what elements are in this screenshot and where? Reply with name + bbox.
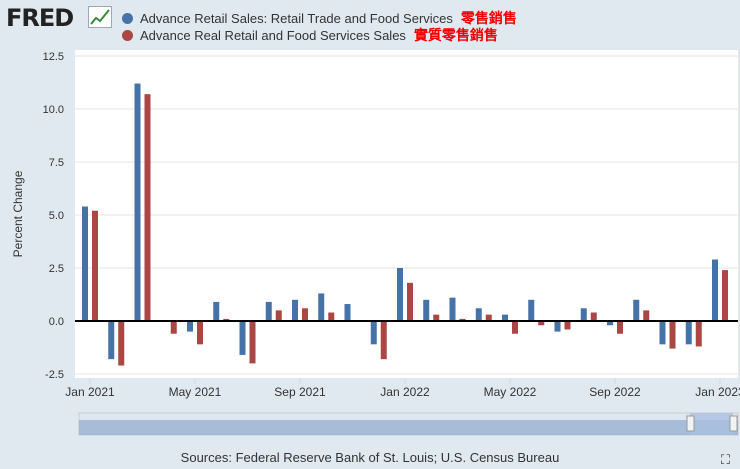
- legend-annotation: 實質零售銷售: [413, 27, 498, 43]
- bar-real: [144, 94, 151, 321]
- expand-icon[interactable]: ⛶: [720, 452, 730, 467]
- fred-logo[interactable]: FRED: [6, 4, 74, 32]
- bar-real: [223, 318, 230, 321]
- bar-nominal: [344, 304, 351, 321]
- legend-annotation: 零售銷售: [460, 10, 517, 26]
- x-tick-label: Jan 2022: [380, 385, 430, 399]
- x-tick-label: Jan 2023: [695, 385, 740, 399]
- legend-item-real[interactable]: Advance Real Retail and Food Services Sa…: [122, 25, 498, 45]
- bar-real: [380, 321, 387, 360]
- legend-marker: [122, 12, 133, 24]
- bar-real: [197, 321, 203, 345]
- bar-nominal: [449, 297, 456, 321]
- bar-real: [643, 310, 650, 321]
- bar-nominal: [712, 259, 718, 321]
- bar-real: [118, 321, 125, 366]
- bar-nominal: [633, 299, 640, 321]
- navigator-handle[interactable]: [686, 415, 695, 432]
- source-note: Sources: Federal Reserve Bank of St. Lou…: [180, 450, 560, 465]
- bar-real: [92, 210, 98, 321]
- bar-real: [538, 321, 545, 326]
- x-tick-label: Sep 2022: [589, 385, 641, 399]
- legend-item-nominal[interactable]: Advance Retail Sales: Retail Trade and F…: [122, 8, 517, 28]
- bar-real: [459, 318, 466, 321]
- fred-graph-icon: [88, 6, 112, 28]
- bar-real: [512, 321, 518, 334]
- bar-nominal: [187, 321, 193, 332]
- bar-nominal: [134, 83, 141, 321]
- bar-nominal: [475, 308, 482, 321]
- bar-nominal: [239, 321, 246, 355]
- y-tick-label: 12.5: [43, 51, 64, 63]
- y-tick-label: 0.0: [49, 316, 64, 328]
- bar-nominal: [423, 299, 430, 321]
- bar-real: [170, 321, 177, 334]
- bar-real: [433, 314, 440, 321]
- bar-real: [695, 321, 702, 347]
- legend-label: Advance Retail Sales: Retail Trade and F…: [140, 10, 453, 26]
- bar-real: [564, 321, 571, 330]
- range-navigator[interactable]: [78, 412, 739, 436]
- bar-nominal: [370, 321, 377, 345]
- bar-chart: 12.5 10.0 7.5 5.0 2.5 0.0 -2.5 Percent Change Ja…: [11, 50, 740, 436]
- y-axis-label: Percent Change: [11, 170, 25, 257]
- bar-nominal: [502, 314, 508, 321]
- bar-nominal: [554, 321, 561, 332]
- bar-nominal: [318, 293, 325, 321]
- bar-nominal: [685, 321, 692, 345]
- plot-area: [75, 50, 738, 378]
- bar-real: [302, 308, 308, 321]
- y-tick-label: 7.5: [49, 157, 64, 169]
- bar-real: [407, 282, 413, 321]
- legend-label: Advance Real Retail and Food Services Sa…: [140, 27, 406, 43]
- y-tick-label: 5.0: [49, 210, 64, 222]
- y-tick-label: 2.5: [49, 263, 64, 275]
- y-tick-label: -2.5: [45, 369, 64, 381]
- navigator-series: [79, 420, 738, 435]
- bar-nominal: [397, 268, 403, 321]
- bar-real: [275, 310, 282, 321]
- bar-nominal: [607, 321, 613, 326]
- x-tick-label: Sep 2021: [274, 385, 326, 399]
- navigator-selection: [690, 413, 733, 435]
- bar-nominal: [292, 299, 298, 321]
- bar-real: [617, 321, 623, 334]
- x-tick-label: Jan 2021: [65, 385, 115, 399]
- x-tick-label: May 2021: [169, 385, 222, 399]
- legend-marker: [122, 29, 133, 41]
- y-tick-label: 10.0: [43, 104, 64, 116]
- bar-nominal: [82, 206, 88, 321]
- bar-real: [485, 314, 492, 321]
- bar-nominal: [659, 321, 666, 345]
- x-tick-label: May 2022: [484, 385, 537, 399]
- bar-nominal: [528, 299, 535, 321]
- navigator-handle[interactable]: [729, 415, 738, 432]
- bar-real: [590, 312, 597, 321]
- bar-real: [249, 321, 256, 364]
- bar-real: [669, 321, 676, 349]
- bar-nominal: [108, 321, 115, 360]
- bar-real: [722, 270, 728, 321]
- bar-nominal: [265, 301, 272, 321]
- bar-nominal: [580, 308, 587, 321]
- bar-real: [328, 312, 335, 321]
- bar-nominal: [213, 301, 220, 321]
